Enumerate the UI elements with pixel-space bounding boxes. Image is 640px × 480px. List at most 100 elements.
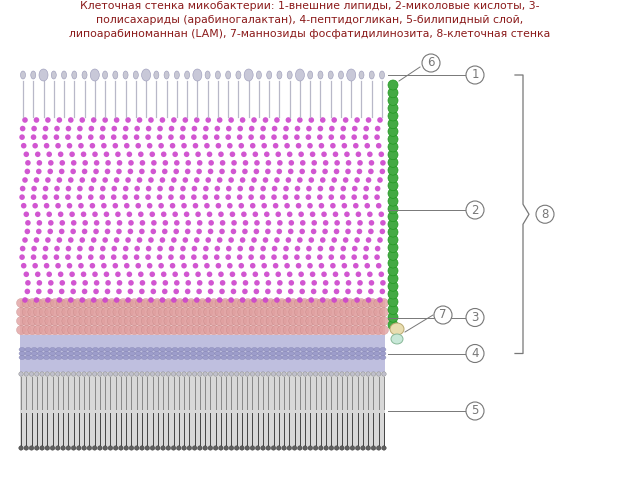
Circle shape [242,288,248,294]
Circle shape [340,308,349,316]
Circle shape [249,316,258,325]
Circle shape [82,168,88,174]
Ellipse shape [380,351,386,356]
Circle shape [34,297,39,303]
Circle shape [375,246,380,252]
Circle shape [275,272,281,277]
Circle shape [21,203,26,208]
Circle shape [345,372,349,376]
Circle shape [294,254,300,260]
Circle shape [77,372,81,376]
Circle shape [288,228,294,234]
Circle shape [48,280,54,286]
Circle shape [31,126,37,132]
Circle shape [362,299,371,308]
Circle shape [125,237,131,243]
Circle shape [284,126,289,132]
Ellipse shape [369,71,374,79]
Ellipse shape [337,351,343,356]
Circle shape [248,194,254,200]
Circle shape [369,280,374,286]
Circle shape [287,272,292,277]
Circle shape [323,308,332,316]
Circle shape [124,263,129,268]
Circle shape [312,160,317,166]
Circle shape [21,143,26,148]
Circle shape [196,288,202,294]
Circle shape [78,143,84,148]
Ellipse shape [227,348,233,351]
Circle shape [294,299,303,308]
Circle shape [378,272,384,277]
Circle shape [265,168,271,174]
Circle shape [96,299,105,308]
Circle shape [209,308,218,316]
Circle shape [323,168,328,174]
Circle shape [340,316,349,325]
Circle shape [35,272,40,277]
Circle shape [388,242,398,252]
Circle shape [114,237,120,243]
Circle shape [346,325,355,335]
Circle shape [312,325,321,335]
Circle shape [172,212,178,217]
Circle shape [376,143,381,148]
Circle shape [202,194,208,200]
Circle shape [125,117,131,123]
Circle shape [214,186,220,192]
Circle shape [351,325,360,335]
Circle shape [367,272,372,277]
Circle shape [205,177,211,183]
Circle shape [123,186,129,192]
Circle shape [260,325,269,335]
Ellipse shape [287,71,292,79]
Circle shape [250,372,255,376]
Circle shape [306,186,312,192]
Circle shape [276,288,282,294]
Circle shape [140,280,145,286]
Circle shape [68,308,77,316]
Circle shape [367,212,372,217]
Circle shape [98,446,102,450]
Ellipse shape [44,351,49,356]
Circle shape [374,134,380,140]
Circle shape [113,143,118,148]
Circle shape [88,246,94,252]
Circle shape [312,316,321,325]
Circle shape [220,220,225,226]
Circle shape [264,272,269,277]
Circle shape [317,299,326,308]
Circle shape [36,288,42,294]
Circle shape [68,316,77,325]
Circle shape [62,308,71,316]
Ellipse shape [307,351,312,356]
Circle shape [99,134,105,140]
Circle shape [33,325,42,335]
Circle shape [365,237,371,243]
Ellipse shape [80,348,86,351]
Circle shape [71,280,77,286]
Circle shape [82,288,88,294]
Circle shape [45,237,51,243]
Circle shape [317,254,323,260]
Circle shape [113,299,122,308]
Circle shape [328,299,337,308]
Circle shape [307,143,313,148]
Circle shape [297,177,303,183]
Circle shape [234,446,239,450]
Circle shape [87,372,92,376]
Circle shape [227,308,236,316]
Ellipse shape [343,348,349,351]
Ellipse shape [270,351,276,356]
Circle shape [377,297,383,303]
Circle shape [180,134,185,140]
Circle shape [84,299,93,308]
Ellipse shape [245,356,252,360]
Circle shape [320,237,326,243]
Circle shape [198,308,207,316]
Circle shape [116,168,122,174]
Circle shape [274,117,280,123]
Text: 2: 2 [471,204,479,216]
Circle shape [275,152,281,157]
Circle shape [22,237,28,243]
